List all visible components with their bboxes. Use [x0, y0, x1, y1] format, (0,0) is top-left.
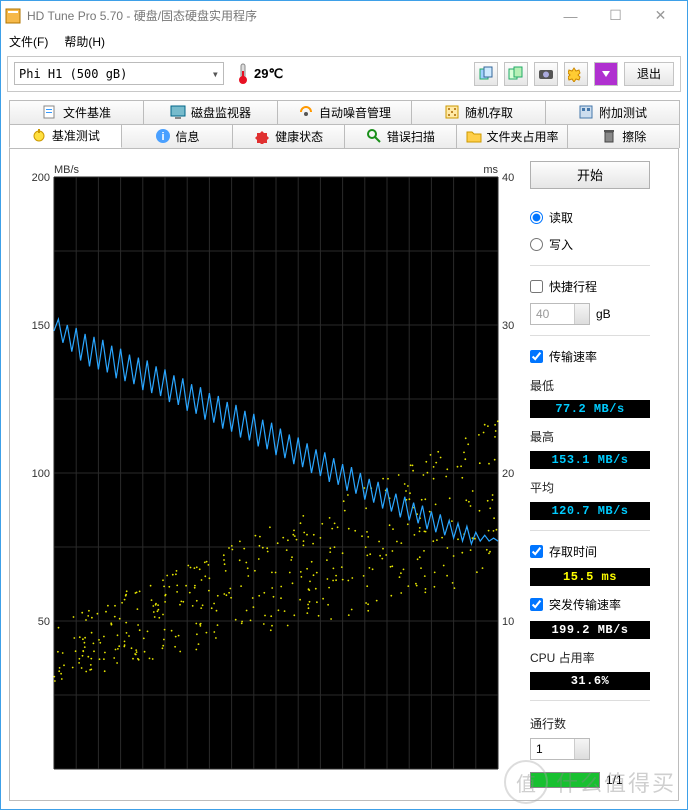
- pass-ratio: 1/1: [606, 773, 623, 787]
- burst-value: 199.2 MB/s: [530, 621, 650, 639]
- svg-text:20: 20: [502, 468, 514, 480]
- maximize-button[interactable]: ☐: [593, 2, 638, 30]
- svg-text:40: 40: [502, 172, 514, 184]
- bench-icon: [31, 128, 47, 144]
- avg-value: 120.7 MB/s: [530, 502, 650, 520]
- chart-area: MB/s ms 50 100 150 200 10 20 30 40: [22, 161, 520, 788]
- tab-info[interactable]: i信息: [121, 124, 234, 148]
- copy-screenshot-button[interactable]: [504, 62, 528, 86]
- tab-random[interactable]: 随机存取: [411, 100, 546, 124]
- info-icon: i: [155, 128, 171, 144]
- exit-button[interactable]: 退出: [624, 62, 674, 86]
- blocksize-unit: gB: [596, 307, 611, 321]
- menu-help[interactable]: 帮助(H): [64, 33, 105, 50]
- folder-icon: [466, 128, 482, 144]
- minimize-tray-button[interactable]: [594, 62, 618, 86]
- side-panel: 开始 读取 写入 快捷行程 40▲▼ gB 传输速率 最低 77.2 MB/s …: [530, 161, 650, 788]
- avg-label: 平均: [530, 479, 650, 496]
- temperature: 29℃: [236, 63, 283, 85]
- temperature-value: 29℃: [254, 66, 283, 82]
- random-icon: [444, 104, 460, 120]
- tab-error[interactable]: 错误扫描: [344, 124, 457, 148]
- svg-text:10: 10: [502, 616, 514, 628]
- access-value: 15.5 ms: [530, 568, 650, 586]
- options-button[interactable]: [564, 62, 588, 86]
- svg-text:50: 50: [38, 616, 50, 628]
- svg-text:ms: ms: [483, 164, 498, 176]
- tabs: 文件基准磁盘监视器自动噪音管理随机存取附加测试 基准测试i信息健康状态错误扫描文…: [9, 100, 679, 148]
- min-value: 77.2 MB/s: [530, 400, 650, 418]
- close-button[interactable]: ✕: [638, 2, 683, 30]
- tab-health[interactable]: 健康状态: [232, 124, 345, 148]
- svg-text:i: i: [161, 131, 164, 143]
- toolbar: Phi H1 (500 gB) 29℃ 退出: [7, 56, 681, 92]
- file-bench-icon: [42, 104, 58, 120]
- drive-select[interactable]: Phi H1 (500 gB): [14, 62, 224, 85]
- tab-aam[interactable]: 自动噪音管理: [277, 100, 412, 124]
- window-controls: — ☐ ✕: [548, 2, 683, 30]
- save-screenshot-button[interactable]: [534, 62, 558, 86]
- min-label: 最低: [530, 377, 650, 394]
- tab-bench[interactable]: 基准测试: [9, 124, 122, 148]
- monitor-icon: [170, 104, 186, 120]
- tab-folder[interactable]: 文件夹占用率: [456, 124, 569, 148]
- tab-erase[interactable]: 擦除: [567, 124, 680, 148]
- minimize-button[interactable]: —: [548, 2, 593, 30]
- write-radio[interactable]: 写入: [530, 236, 650, 253]
- tab-content-benchmark: MB/s ms 50 100 150 200 10 20 30 40 开始 读取 写入 快捷行程 …: [9, 148, 679, 801]
- window-title: HD Tune Pro 5.70 - 硬盘/固态硬盘实用程序: [27, 7, 548, 24]
- svg-text:MB/s: MB/s: [54, 164, 80, 176]
- menubar: 文件(F) 帮助(H): [1, 31, 687, 53]
- cpu-value: 31.6%: [530, 672, 650, 690]
- max-value: 153.1 MB/s: [530, 451, 650, 469]
- pass-input[interactable]: 1▲▼: [530, 738, 590, 760]
- burst-check[interactable]: 突发传输速率: [530, 596, 650, 613]
- app-window: HD Tune Pro 5.70 - 硬盘/固态硬盘实用程序 — ☐ ✕ 文件(…: [0, 0, 688, 810]
- erase-icon: [601, 128, 617, 144]
- copy-info-button[interactable]: [474, 62, 498, 86]
- tab-monitor[interactable]: 磁盘监视器: [143, 100, 278, 124]
- read-radio[interactable]: 读取: [530, 209, 650, 226]
- max-label: 最高: [530, 428, 650, 445]
- aam-icon: [298, 104, 314, 120]
- error-icon: [366, 128, 382, 144]
- pass-progress: [530, 772, 600, 788]
- blocksize-input[interactable]: 40▲▼: [530, 303, 590, 325]
- shortstroke-check[interactable]: 快捷行程: [530, 278, 650, 295]
- thermometer-icon: [236, 63, 250, 85]
- app-icon: [5, 8, 21, 24]
- benchmark-chart: MB/s ms 50 100 150 200 10 20 30 40: [22, 161, 520, 777]
- tab-extra[interactable]: 附加测试: [545, 100, 680, 124]
- svg-text:100: 100: [32, 468, 50, 480]
- svg-text:150: 150: [32, 320, 50, 332]
- menu-file[interactable]: 文件(F): [9, 33, 48, 50]
- health-icon: [254, 128, 270, 144]
- start-button[interactable]: 开始: [530, 161, 650, 189]
- cpu-label: CPU 占用率: [530, 649, 650, 666]
- access-check[interactable]: 存取时间: [530, 543, 650, 560]
- tab-file-bench[interactable]: 文件基准: [9, 100, 144, 124]
- transfer-check[interactable]: 传输速率: [530, 348, 650, 365]
- svg-text:30: 30: [502, 320, 514, 332]
- extra-icon: [578, 104, 594, 120]
- svg-text:200: 200: [32, 172, 50, 184]
- pass-label: 通行数: [530, 715, 650, 732]
- drive-select-value: Phi H1 (500 gB): [19, 67, 127, 81]
- titlebar[interactable]: HD Tune Pro 5.70 - 硬盘/固态硬盘实用程序 — ☐ ✕: [1, 1, 687, 31]
